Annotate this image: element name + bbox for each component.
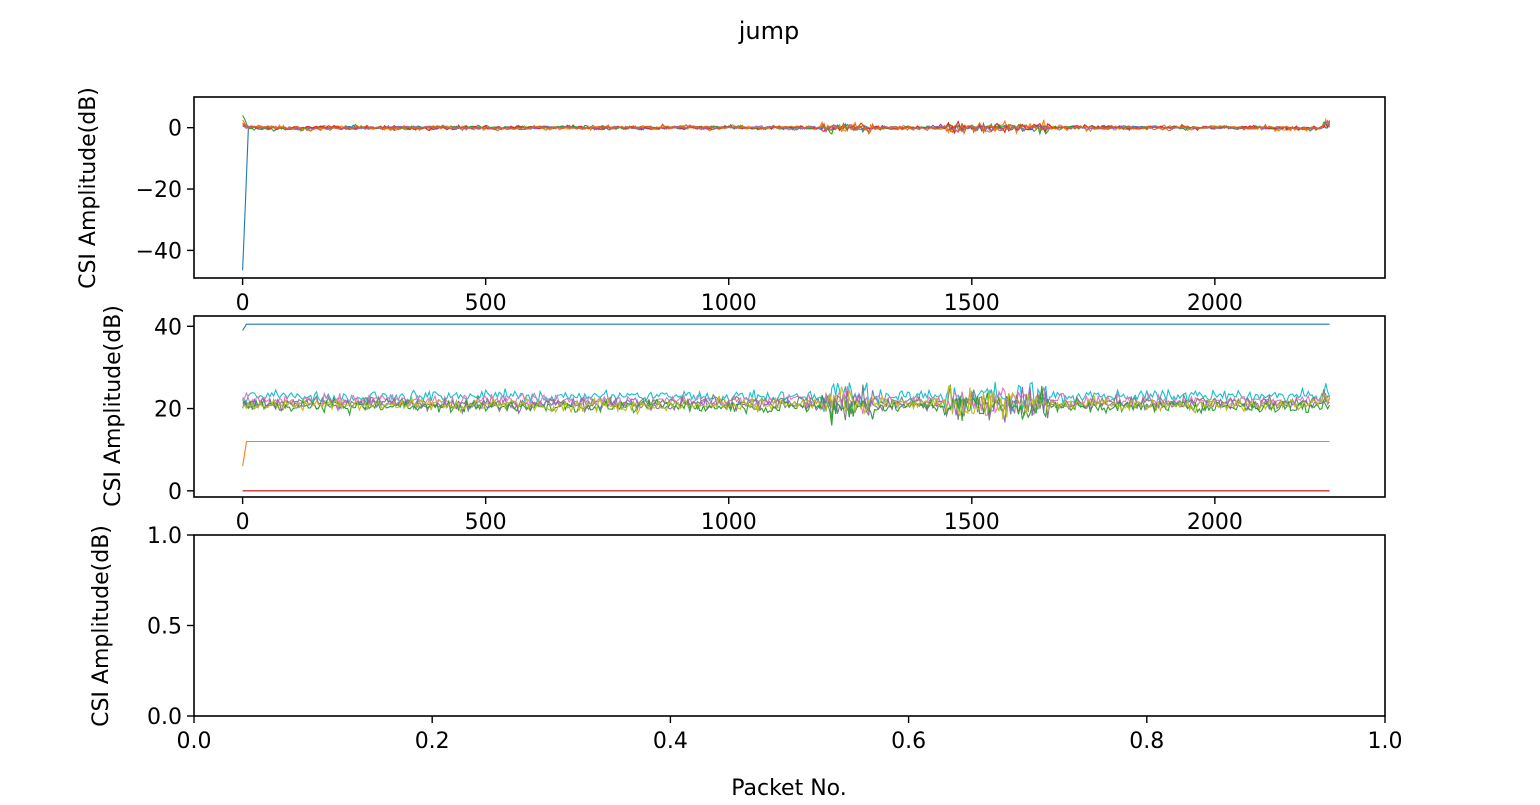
- y-tick-label: 1.0: [147, 524, 182, 549]
- series-line: [242, 386, 1330, 423]
- series-line: [242, 385, 1331, 420]
- subplot-1-ylabel: CSI Amplitude(dB): [76, 87, 101, 289]
- subplot-3-frame: [193, 534, 1386, 717]
- figure-title: jump: [738, 17, 800, 45]
- x-tick-label: 0.2: [415, 729, 450, 754]
- series-line: [242, 384, 1330, 421]
- series-line: [242, 323, 1330, 331]
- y-tick-label: 0.0: [147, 705, 182, 730]
- y-tick-label: 40: [154, 315, 182, 340]
- subplot-2-lines: [242, 323, 1331, 492]
- x-tick-label: 500: [465, 291, 507, 316]
- subplot-2-frame: [193, 315, 1386, 498]
- y-tick-label: −20: [136, 178, 182, 203]
- series-line: [242, 119, 1331, 134]
- y-tick-label: 0: [168, 480, 182, 505]
- x-tick-label: 0.4: [653, 729, 688, 754]
- x-tick-label: 0: [236, 510, 250, 535]
- x-tick-label: 1.0: [1368, 729, 1403, 754]
- series-line: [242, 120, 1331, 136]
- x-tick-label: 0.0: [177, 729, 212, 754]
- x-tick-label: 1500: [944, 291, 1000, 316]
- x-tick-label: 0: [236, 291, 250, 316]
- subplot-1-ticks: 0 500 1000 1500 2000 0 −20 −40: [136, 117, 1243, 316]
- y-tick-label: 0.5: [147, 615, 182, 640]
- subplot-2: 0 500 1000 1500 2000 0 20 40 CSI Amplitude(dB): [101, 305, 1386, 535]
- y-tick-label: 20: [154, 398, 182, 423]
- x-tick-label: 500: [465, 510, 507, 535]
- subplot-1-lines: [242, 115, 1331, 271]
- x-tick-label: 1000: [701, 291, 757, 316]
- subplot-3-xlabel: Packet No.: [731, 776, 847, 801]
- series-line: [242, 121, 1331, 271]
- series-line: [242, 440, 1330, 467]
- x-tick-label: 2000: [1187, 510, 1243, 535]
- y-tick-label: 0: [168, 117, 182, 142]
- x-tick-label: 1000: [701, 510, 757, 535]
- series-line: [242, 115, 1331, 136]
- subplot-2-ylabel: CSI Amplitude(dB): [101, 305, 126, 507]
- y-tick-label: −40: [136, 239, 182, 264]
- subplot-1-frame: [193, 96, 1386, 279]
- subplot-3-ticks: 0.0 0.2 0.4 0.6 0.8 1.0 0.0 0.5 1.0: [147, 524, 1403, 754]
- x-tick-label: 0.6: [891, 729, 926, 754]
- subplot-3-ylabel: CSI Amplitude(dB): [89, 525, 114, 727]
- subplot-1: 0 500 1000 1500 2000 0 −20 −40 CSI Amplitude(dB…: [76, 87, 1386, 316]
- subplot-3: 0.0 0.2 0.4 0.6 0.8 1.0 0.0 0.5 1.0 CSI Amplitud…: [89, 524, 1403, 801]
- x-tick-label: 1500: [944, 510, 1000, 535]
- x-tick-label: 2000: [1187, 291, 1243, 316]
- subplot-2-ticks: 0 500 1000 1500 2000 0 20 40: [154, 315, 1243, 535]
- x-tick-label: 0.8: [1129, 729, 1164, 754]
